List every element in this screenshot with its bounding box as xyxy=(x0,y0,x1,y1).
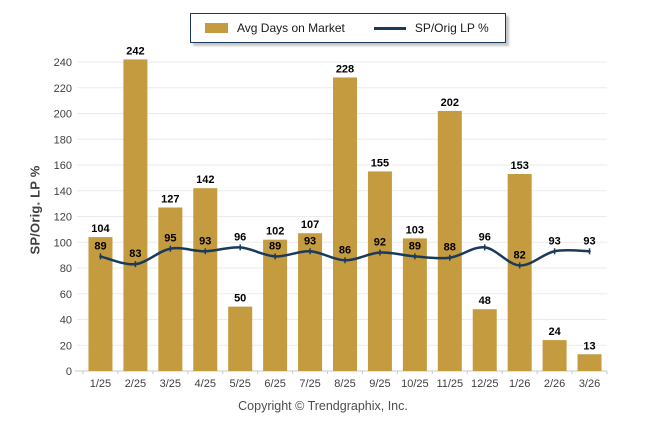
x-tick-label: 1/25 xyxy=(90,378,111,390)
line-value-label: 93 xyxy=(304,235,316,247)
y-tick-label: 40 xyxy=(60,315,72,327)
bar xyxy=(577,354,602,371)
x-tick-label: 10/25 xyxy=(401,378,429,390)
bar xyxy=(507,174,532,371)
y-tick-label: 240 xyxy=(54,57,72,69)
copyright-text: Copyright © Trendgraphix, Inc. xyxy=(238,399,408,413)
bar xyxy=(333,77,357,371)
line-value-label: 96 xyxy=(479,231,491,243)
bar-value-label: 155 xyxy=(371,157,389,169)
bar-value-label: 24 xyxy=(548,326,561,338)
line-value-label: 95 xyxy=(164,233,176,245)
x-tick-label: 12/25 xyxy=(471,378,499,390)
x-tick-label: 2/25 xyxy=(125,378,146,390)
x-tick-label: 3/25 xyxy=(160,378,181,390)
y-tick-label: 200 xyxy=(54,109,72,121)
bar xyxy=(158,207,183,371)
y-tick-label: 20 xyxy=(60,340,72,352)
y-tick-label: 120 xyxy=(54,212,72,224)
bar xyxy=(123,59,148,372)
line-series-label: SP/Orig LP % xyxy=(414,21,489,35)
bar-value-label: 242 xyxy=(126,45,144,57)
x-tick-label: 9/25 xyxy=(369,378,390,390)
y-axis-title: SP/Orig. LP % xyxy=(27,165,43,255)
bar-value-label: 104 xyxy=(91,223,110,235)
bar-value-label: 202 xyxy=(441,97,459,109)
y-tick-label: 180 xyxy=(54,134,72,146)
x-tick-label: 5/25 xyxy=(229,378,250,390)
bar-value-label: 107 xyxy=(301,219,319,231)
bar-series-label: Avg Days on Market xyxy=(237,21,345,35)
line-value-label: 83 xyxy=(129,248,141,260)
line-value-label: 88 xyxy=(444,242,456,254)
line-value-label: 89 xyxy=(409,240,421,252)
line-value-label: 96 xyxy=(234,231,246,243)
bar xyxy=(402,238,427,371)
y-tick-label: 100 xyxy=(54,237,72,249)
bar-value-label: 48 xyxy=(479,295,491,307)
bar xyxy=(263,239,288,371)
line-value-label: 89 xyxy=(269,240,281,252)
bar xyxy=(298,233,323,371)
bar xyxy=(437,110,462,372)
x-tick-label: 2/26 xyxy=(544,378,565,390)
bar xyxy=(367,171,392,371)
x-tick-label: 4/25 xyxy=(195,378,216,390)
line-value-label: 93 xyxy=(583,235,595,247)
bar-value-label: 103 xyxy=(406,224,424,236)
y-tick-label: 60 xyxy=(60,289,72,301)
x-tick-label: 11/25 xyxy=(436,378,463,390)
x-tick-label: 3/26 xyxy=(579,378,600,390)
x-tick-label: 1/26 xyxy=(509,378,530,390)
line-value-label: 86 xyxy=(339,244,351,256)
bar-value-label: 13 xyxy=(583,340,595,352)
bar-value-label: 127 xyxy=(161,193,179,205)
bar xyxy=(542,340,567,371)
bar xyxy=(228,306,253,371)
line-series-swatch xyxy=(373,26,406,30)
y-tick-label: 160 xyxy=(54,160,72,172)
bar xyxy=(472,309,497,371)
x-tick-label: 8/25 xyxy=(334,378,355,390)
line-value-label: 89 xyxy=(94,240,106,252)
line-value-label: 92 xyxy=(374,237,386,249)
line-value-label: 93 xyxy=(199,235,211,247)
y-tick-label: 80 xyxy=(60,263,72,275)
bar-series-swatch xyxy=(205,23,228,33)
bar-value-label: 102 xyxy=(266,226,284,238)
bar-value-label: 142 xyxy=(196,174,214,186)
bar-value-label: 228 xyxy=(336,63,354,75)
y-tick-label: 140 xyxy=(54,186,72,198)
line-value-label: 82 xyxy=(514,249,526,261)
bar-value-label: 50 xyxy=(234,293,246,305)
line-value-label: 93 xyxy=(548,235,560,247)
x-tick-label: 7/25 xyxy=(299,378,320,390)
bar xyxy=(193,188,218,371)
y-tick-label: 0 xyxy=(66,366,72,378)
x-tick-label: 6/25 xyxy=(264,378,285,390)
y-tick-label: 220 xyxy=(54,83,72,95)
bar-value-label: 153 xyxy=(510,160,528,172)
legend: Avg Days on Market SP/Orig LP % xyxy=(190,13,506,43)
